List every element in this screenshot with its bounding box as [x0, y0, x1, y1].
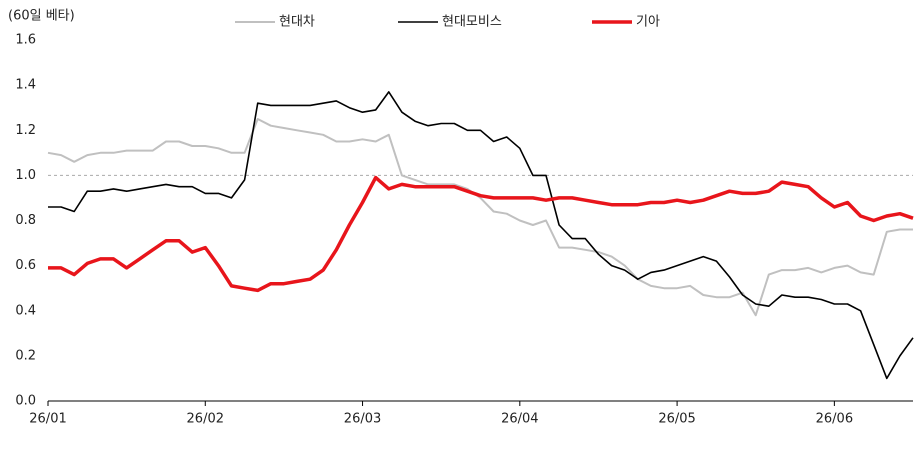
x-tick-label: 26/03 [344, 412, 381, 427]
legend-label: 현대모비스 [442, 15, 502, 30]
y-axis-label: (60일 베타) [8, 9, 75, 24]
y-tick-label: 0.2 [15, 348, 36, 363]
series-line [48, 175, 914, 293]
x-tick-label: 26/04 [501, 412, 538, 427]
y-tick-label: 1.4 [15, 78, 36, 93]
y-tick-label: 1.6 [15, 33, 36, 48]
y-tick-label: 0.4 [15, 303, 36, 318]
legend-label: 현대차 [279, 15, 315, 30]
x-tick-label: 26/05 [658, 412, 695, 427]
legend-label: 기아 [636, 15, 660, 30]
series-line [47, 118, 913, 317]
y-tick-label: 0.8 [15, 213, 36, 228]
series-line [48, 91, 914, 380]
x-tick-label: 26/06 [816, 412, 853, 427]
y-tick-label: 0.0 [15, 394, 36, 409]
x-tick-label: 26/02 [187, 412, 224, 427]
y-tick-label: 1.0 [15, 168, 36, 183]
x-tick-label: 26/01 [29, 412, 66, 427]
y-tick-label: 0.6 [15, 258, 36, 273]
y-tick-label: 1.2 [15, 123, 36, 138]
